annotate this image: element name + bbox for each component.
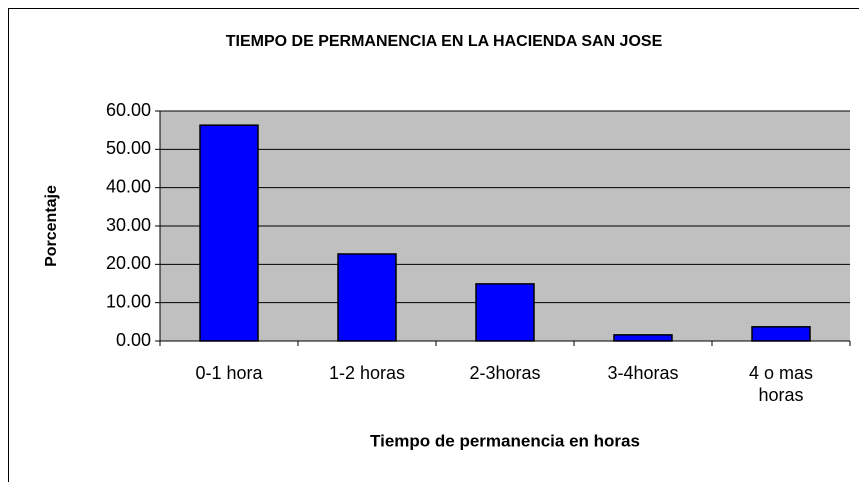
y-axis-title: Porcentaje bbox=[43, 185, 60, 267]
bar bbox=[613, 334, 673, 342]
x-tick-label: 3-4horas bbox=[607, 363, 679, 383]
y-tick-label: 10.00 bbox=[106, 291, 151, 311]
y-tick-label: 30.00 bbox=[106, 215, 151, 235]
x-tick-label: 2-3horas bbox=[469, 363, 541, 383]
y-tick-label: 60.00 bbox=[106, 100, 151, 120]
bar bbox=[199, 124, 259, 342]
x-tick-label: 4 o mas horas bbox=[748, 363, 814, 405]
y-tick-label: 20.00 bbox=[106, 253, 151, 273]
x-axis-title: Tiempo de permanencia en horas bbox=[370, 431, 640, 450]
y-tick-label: 0.00 bbox=[116, 330, 151, 350]
bar bbox=[337, 253, 397, 342]
x-tick-label: 1-2 horas bbox=[328, 363, 406, 383]
bar bbox=[751, 326, 811, 342]
y-tick-label: 50.00 bbox=[106, 138, 151, 158]
x-tick-label: 0-1 hora bbox=[195, 363, 263, 383]
y-tick-label: 40.00 bbox=[106, 176, 151, 196]
chart-title: TIEMPO DE PERMANENCIA EN LA HACIENDA SAN… bbox=[226, 33, 663, 50]
bar bbox=[475, 283, 535, 342]
chart-border bbox=[8, 8, 859, 482]
